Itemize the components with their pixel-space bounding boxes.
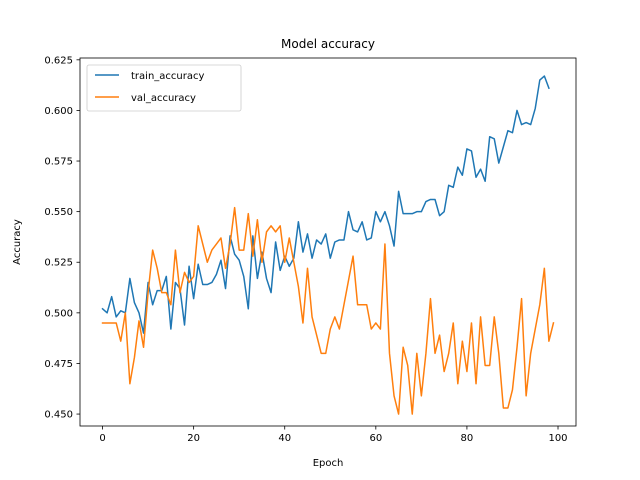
series-line-train-accuracy — [101, 75, 550, 334]
y-axis: 0.450 0.475 0.500 0.525 0.550 0.575 0.600 0.625 — [44, 55, 80, 421]
x-tick-label: 80 — [461, 433, 474, 444]
series-line-val-accuracy — [101, 206, 555, 415]
legend-label-train-accuracy: train_accuracy — [131, 71, 204, 82]
legend-label-val-accuracy: val_accuracy — [131, 93, 196, 104]
legend-box — [86, 64, 242, 112]
y-tick-label: 0.575 — [44, 157, 73, 168]
y-tick-label: 0.475 — [44, 359, 73, 370]
y-tick-label: 0.550 — [44, 207, 73, 218]
plot-lines — [101, 75, 555, 415]
y-tick-label: 0.500 — [44, 308, 73, 319]
x-axis-title: Epoch — [313, 458, 344, 469]
y-tick-label: 0.450 — [44, 410, 73, 421]
y-tick-label: 0.525 — [44, 258, 73, 269]
legend: train_accuracy val_accuracy — [86, 64, 242, 112]
x-tick-label: 60 — [369, 433, 382, 444]
x-axis: 0 20 40 60 80 100 — [99, 426, 568, 444]
chart-title: Model accuracy — [281, 37, 375, 51]
y-tick-label: 0.625 — [44, 55, 73, 66]
y-axis-title: Accuracy — [12, 219, 23, 265]
x-tick-label: 40 — [278, 433, 291, 444]
x-tick-label: 20 — [187, 433, 200, 444]
x-tick-label: 100 — [548, 433, 567, 444]
plot-frame — [79, 57, 577, 427]
y-tick-label: 0.600 — [44, 106, 73, 117]
x-tick-label: 0 — [99, 433, 105, 444]
